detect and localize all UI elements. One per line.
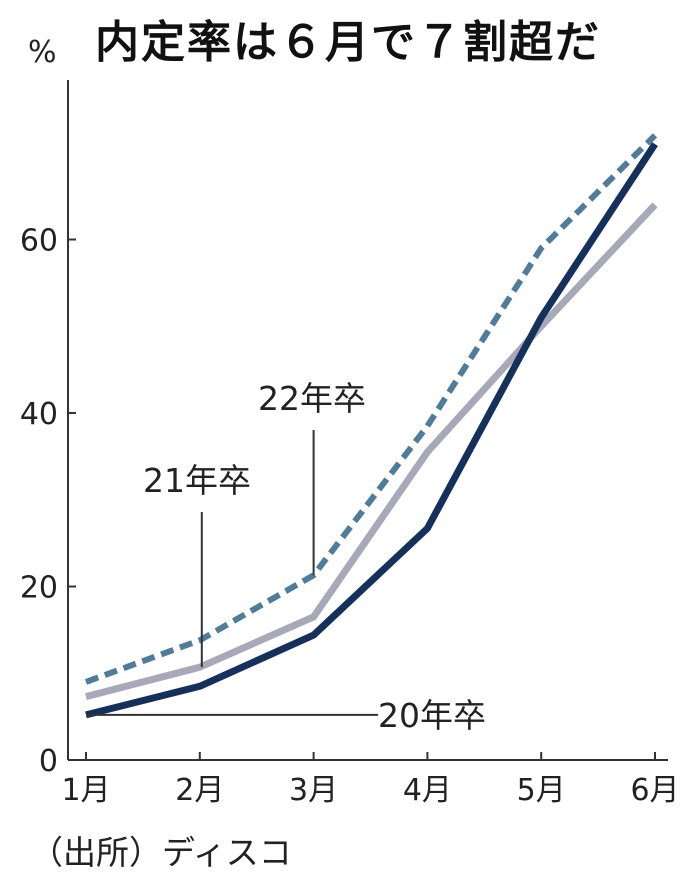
series-label-1: 21年卒 bbox=[143, 461, 251, 500]
x-tick-label: 2月 bbox=[175, 773, 224, 808]
series-line-2 bbox=[84, 133, 658, 685]
series-line-0 bbox=[85, 142, 658, 719]
x-tick-label: 3月 bbox=[289, 773, 338, 808]
x-axis-ticks: 1月 2月 3月 4月 5月 6月 bbox=[61, 752, 680, 808]
y-axis-ticks: 0 20 40 60 bbox=[20, 224, 76, 779]
series-labels: 20年卒 21年卒 22年卒 bbox=[86, 379, 486, 735]
series-label-2: 22年卒 bbox=[258, 379, 366, 418]
y-axis-unit-label: % bbox=[28, 35, 57, 70]
series-label-0: 20年卒 bbox=[378, 696, 486, 735]
y-tick-label: 40 bbox=[20, 397, 58, 432]
y-tick-label: 60 bbox=[20, 224, 58, 259]
series-lines bbox=[84, 133, 658, 719]
y-tick-label: 0 bbox=[39, 744, 58, 779]
x-tick-label: 4月 bbox=[403, 773, 452, 808]
chart-title: 内定率は６月で７割超だ bbox=[95, 17, 601, 68]
y-tick-label: 20 bbox=[20, 571, 58, 606]
x-tick-label: 5月 bbox=[517, 773, 566, 808]
x-tick-label: 1月 bbox=[61, 773, 110, 808]
x-tick-label: 6月 bbox=[630, 773, 679, 808]
series-line-1 bbox=[85, 202, 658, 701]
axes bbox=[67, 80, 668, 761]
source-note: （出所）ディスコ bbox=[30, 833, 292, 872]
